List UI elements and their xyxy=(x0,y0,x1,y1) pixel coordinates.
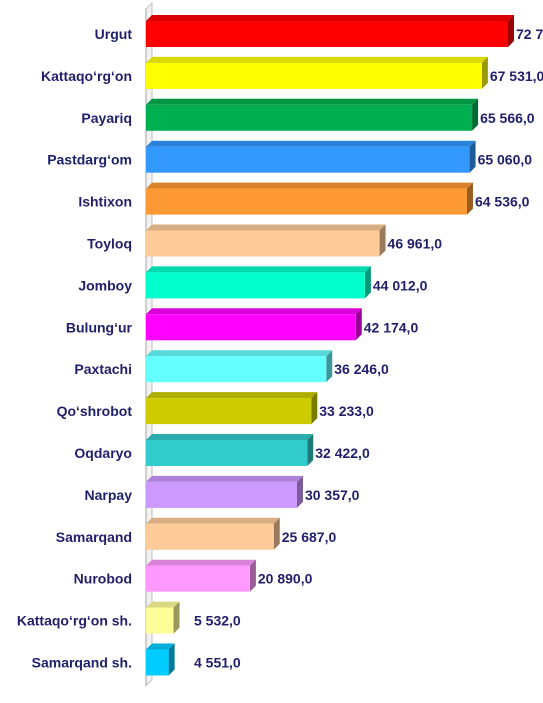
bar-front-face xyxy=(146,523,274,550)
category-label: Bulung‘ur xyxy=(66,319,133,335)
category-label: Ishtixon xyxy=(78,194,132,210)
bar-side-face xyxy=(307,434,314,466)
bar-14 xyxy=(146,559,256,592)
bar-front-face xyxy=(146,62,482,89)
bar-12 xyxy=(146,475,303,508)
bar-11 xyxy=(146,434,314,466)
bar-top-face xyxy=(146,601,180,608)
bar-top-face xyxy=(146,392,318,399)
bar-front-face xyxy=(146,607,174,634)
bar-side-face xyxy=(168,643,175,676)
value-label: 44 012,0 xyxy=(373,277,428,293)
bar-side-face xyxy=(379,224,386,257)
bar-front-face xyxy=(146,272,365,299)
value-label: 64 536,0 xyxy=(475,194,530,210)
bar-side-face xyxy=(296,475,303,508)
category-label: Samarqand sh. xyxy=(32,655,132,671)
bar-13 xyxy=(146,517,280,550)
value-label: 65 566,0 xyxy=(480,110,535,126)
bar-side-face xyxy=(364,266,371,299)
bar-side-face xyxy=(173,601,180,634)
value-label: 33 233,0 xyxy=(319,403,374,419)
value-label: 4 551,0 xyxy=(194,655,241,671)
bar-side-face xyxy=(472,98,479,131)
bar-7 xyxy=(146,266,371,299)
value-label: 46 961,0 xyxy=(388,236,443,252)
bar-front-face xyxy=(146,314,356,341)
category-label: Oqdaryo xyxy=(74,445,132,461)
bar-9 xyxy=(146,350,333,383)
bar-front-face xyxy=(146,398,312,425)
value-label: 36 246,0 xyxy=(334,361,389,377)
bar-side-face xyxy=(311,392,318,425)
bar-front-face xyxy=(146,21,509,47)
value-label: 65 060,0 xyxy=(478,152,533,168)
bar-front-face xyxy=(146,356,327,383)
category-label: Payariq xyxy=(81,110,132,126)
bar-top-face xyxy=(146,643,175,650)
bar-16 xyxy=(146,643,175,676)
value-label: 67 531,0 xyxy=(490,68,543,84)
bar-1 xyxy=(146,15,515,47)
bar-top-face xyxy=(146,475,303,482)
bar-top-face xyxy=(146,182,473,189)
category-label: Kattaqo‘rg‘on sh. xyxy=(17,613,132,629)
bar-top-face xyxy=(146,308,362,315)
bar-top-face xyxy=(146,434,314,440)
bar-top-face xyxy=(146,15,515,21)
value-label: 20 890,0 xyxy=(258,571,313,587)
bar-side-face xyxy=(481,56,488,89)
bar-side-face xyxy=(469,140,476,173)
category-label: Qo‘shrobot xyxy=(57,403,133,419)
bar-top-face xyxy=(146,350,333,357)
bar-2 xyxy=(146,56,488,89)
bar-front-face xyxy=(146,188,467,215)
bar-6 xyxy=(146,224,386,257)
category-label: Urgut xyxy=(95,26,133,42)
bar-side-face xyxy=(355,308,362,341)
bar-10 xyxy=(146,392,318,425)
bar-top-face xyxy=(146,517,280,524)
bar-top-face xyxy=(146,224,386,231)
bar-front-face xyxy=(146,649,169,676)
value-label: 32 422,0 xyxy=(315,445,370,461)
bar-5 xyxy=(146,182,473,215)
bar-top-face xyxy=(146,266,371,273)
category-label: Paxtachi xyxy=(74,361,132,377)
category-label: Nurobod xyxy=(74,571,132,587)
bar-top-face xyxy=(146,559,256,566)
bar-8 xyxy=(146,308,362,341)
bar-side-face xyxy=(249,559,256,592)
bar-side-face xyxy=(466,182,473,215)
category-label: Kattaqo‘rg‘on xyxy=(41,68,132,84)
category-label: Narpay xyxy=(85,487,133,503)
value-label: 30 357,0 xyxy=(305,487,360,503)
bar-15 xyxy=(146,601,180,634)
bar-top-face xyxy=(146,140,476,147)
bar-front-face xyxy=(146,230,380,257)
value-label: 72 790,0 xyxy=(516,26,543,42)
bar-side-face xyxy=(508,15,515,47)
bar-front-face xyxy=(146,565,250,592)
bar-front-face xyxy=(146,481,297,508)
value-label: 25 687,0 xyxy=(282,529,337,545)
bar-side-face xyxy=(273,517,280,550)
bar-front-face xyxy=(146,104,473,131)
bar-top-face xyxy=(146,56,488,63)
category-label: Jomboy xyxy=(78,277,132,293)
bar-side-face xyxy=(326,350,333,383)
bar-front-face xyxy=(146,440,308,466)
bar-3 xyxy=(146,98,479,131)
category-label: Toyloq xyxy=(87,236,132,252)
bar-front-face xyxy=(146,146,470,173)
value-label: 42 174,0 xyxy=(364,319,419,335)
bar-4 xyxy=(146,140,476,173)
category-label: Samarqand xyxy=(56,529,132,545)
bar-top-face xyxy=(146,98,479,105)
value-label: 5 532,0 xyxy=(194,613,241,629)
category-label: Pastdarg‘om xyxy=(47,152,132,168)
